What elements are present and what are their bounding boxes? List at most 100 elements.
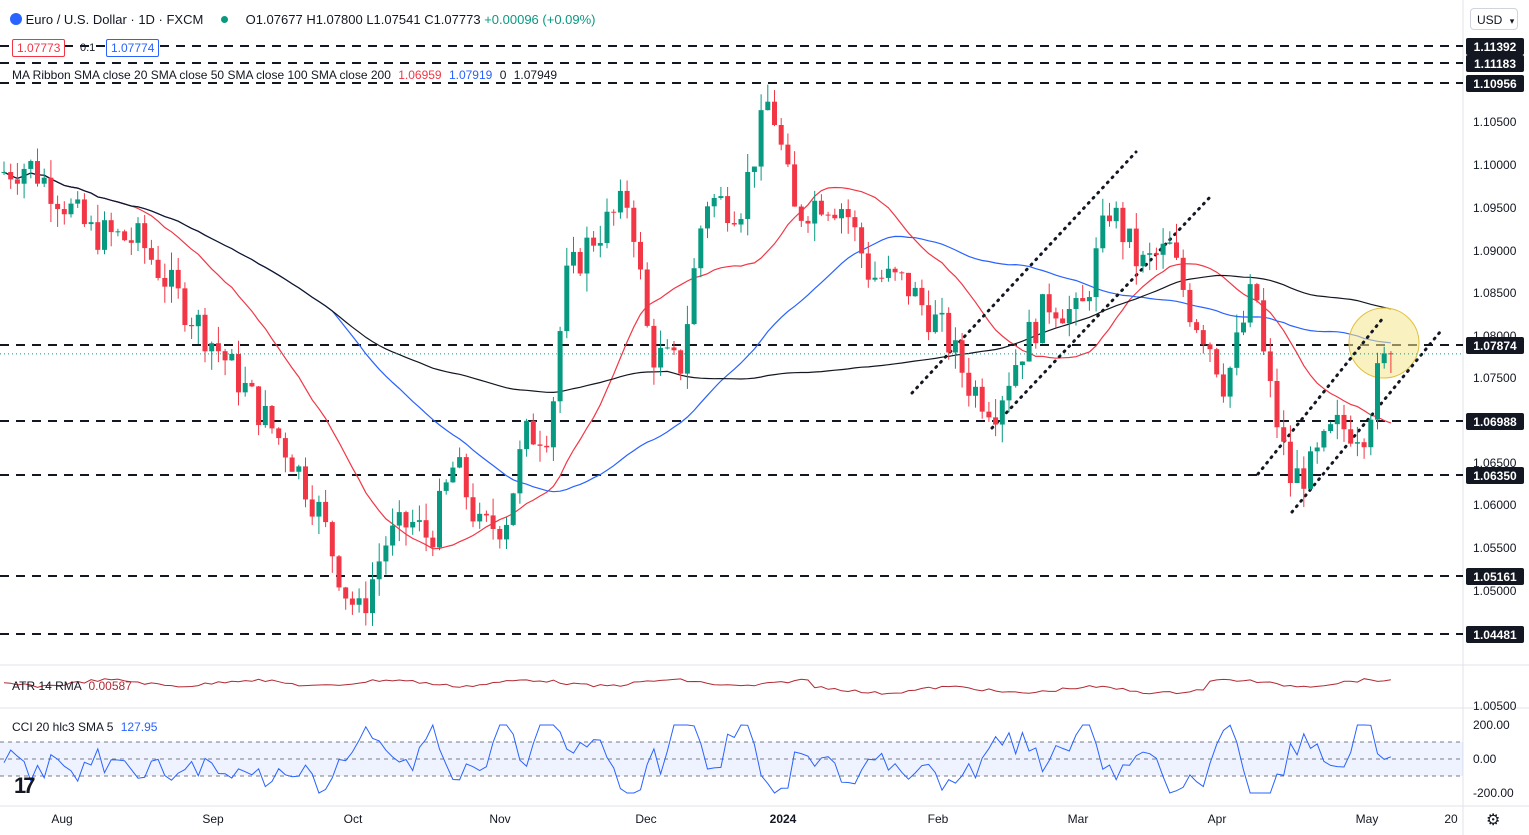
tradingview-logo: 17 — [14, 773, 36, 798]
candle-body — [1314, 447, 1320, 452]
candle-body — [282, 438, 288, 458]
candle-body — [524, 420, 530, 450]
candle-body — [892, 268, 898, 273]
candle-body — [175, 269, 181, 289]
candle-body — [952, 340, 958, 353]
ohlc-change: +0.00096 (+0.09%) — [484, 12, 596, 27]
candle-body — [785, 144, 791, 165]
cci-tick-label: 0.00 — [1473, 752, 1497, 766]
y-tick-label: 1.10500 — [1473, 115, 1517, 129]
ma-ribbon-legend[interactable]: MA Ribbon SMA close 20 SMA close 50 SMA … — [12, 68, 557, 82]
candle-body — [731, 223, 737, 225]
candle-body — [1241, 322, 1246, 333]
level-label: 1.11392 — [1474, 40, 1517, 54]
candle-body — [483, 513, 489, 516]
bid-price-pill[interactable]: 1.07773 — [12, 39, 66, 57]
candle-body — [1281, 427, 1287, 442]
candle-body — [544, 445, 550, 448]
candle-body — [624, 190, 630, 208]
y-tick-label: 1.05500 — [1473, 541, 1517, 555]
atr-legend[interactable]: ATR 14 RMA 0.00587 — [12, 679, 132, 693]
candle-body — [571, 251, 576, 266]
candle-body — [490, 515, 496, 529]
candle-body — [497, 528, 503, 540]
candle-body — [698, 228, 704, 269]
candle-body — [798, 206, 804, 221]
trend-channel-line — [1256, 316, 1385, 476]
trend-channel-line — [990, 193, 1214, 430]
candle-body — [48, 177, 54, 204]
cci-legend[interactable]: CCI 20 hlc3 SMA 5 127.95 — [12, 720, 157, 734]
level-label-bg — [1466, 38, 1524, 55]
candle-body — [1140, 254, 1146, 267]
candle-body — [423, 520, 429, 538]
candle-body — [1, 172, 7, 174]
candle-body — [691, 268, 697, 325]
y-tick-label: 1.06000 — [1473, 498, 1517, 512]
candle-body — [1107, 215, 1112, 222]
candle-body — [684, 324, 690, 374]
gear-icon[interactable]: ⚙ — [1486, 812, 1501, 829]
candle-body — [1341, 414, 1347, 430]
candle-body — [316, 501, 322, 517]
cci-tick-label: 200.00 — [1473, 718, 1510, 732]
candle-body — [812, 200, 818, 224]
candle-body — [946, 312, 952, 353]
candle-body — [1375, 363, 1380, 420]
candle-body — [1080, 298, 1086, 302]
candle-body — [644, 269, 650, 326]
candle-body — [1321, 430, 1327, 448]
candle-body — [604, 211, 610, 244]
symbol-title[interactable]: Euro / U.S. Dollar · 1D · FXCM — [25, 12, 204, 27]
candle-body — [262, 405, 268, 426]
candle-body — [1120, 207, 1126, 243]
currency-label: USD — [1477, 13, 1503, 27]
candle-body — [370, 579, 375, 614]
candle-body — [1254, 284, 1260, 301]
candle-body — [825, 214, 831, 216]
highlight-circle — [1348, 307, 1420, 379]
currency-selector[interactable]: USD ▾ — [1470, 8, 1518, 30]
candle-body — [1354, 442, 1360, 444]
candle-body — [470, 497, 476, 522]
candle-body — [664, 347, 670, 349]
candle-body — [148, 248, 154, 260]
candle-body — [323, 501, 329, 523]
candle-body — [1046, 294, 1052, 313]
cci-line — [3, 723, 1392, 794]
candle-body — [658, 347, 664, 368]
candle-body — [162, 277, 168, 287]
cci-label: CCI 20 hlc3 SMA 5 — [12, 720, 114, 734]
sma20-line — [3, 171, 1392, 550]
candle-body — [611, 211, 617, 213]
candle-body — [859, 227, 865, 254]
candle-body — [1060, 318, 1066, 324]
candle-body — [839, 209, 844, 219]
atr-line — [3, 678, 1391, 695]
ma200-value: 1.07949 — [513, 68, 558, 82]
ask-price-pill[interactable]: 1.07774 — [106, 39, 160, 57]
candle-body — [336, 556, 342, 588]
candle-body — [932, 314, 938, 333]
candle-body — [75, 199, 81, 204]
candle-body — [1274, 380, 1280, 428]
candle-body — [1073, 298, 1079, 310]
y-tick-label: 1.10000 — [1473, 158, 1517, 172]
candle-body — [390, 525, 396, 546]
level-label: 1.11183 — [1474, 57, 1516, 71]
x-tick-label: Aug — [51, 812, 72, 826]
candle-body — [1153, 253, 1159, 255]
candle-body — [289, 457, 295, 472]
candle-body — [912, 287, 918, 297]
sma50-line — [3, 171, 1391, 493]
ohlc-high: H1.07800 — [306, 12, 363, 27]
candle-body — [329, 522, 335, 557]
candle-body — [115, 231, 121, 233]
ma50-value: 1.07919 — [448, 68, 493, 82]
candle-body — [1368, 419, 1374, 448]
candle-body — [792, 164, 798, 207]
candle-body — [1093, 248, 1099, 298]
candle-body — [8, 172, 14, 180]
candle-body — [222, 351, 228, 361]
